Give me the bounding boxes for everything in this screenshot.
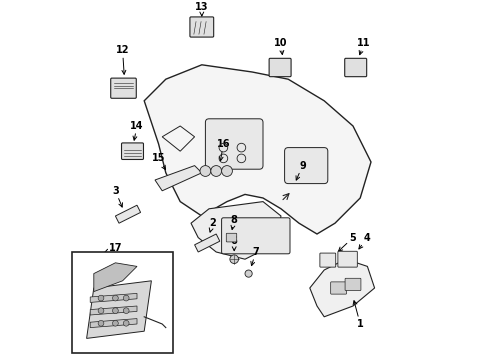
Circle shape — [123, 295, 129, 301]
Text: 12: 12 — [116, 45, 129, 74]
Text: 16: 16 — [217, 139, 230, 161]
Polygon shape — [90, 293, 137, 302]
Circle shape — [98, 320, 104, 326]
FancyBboxPatch shape — [221, 218, 290, 254]
Text: 6: 6 — [231, 236, 238, 251]
Text: 15: 15 — [152, 153, 166, 170]
Polygon shape — [155, 166, 202, 191]
Circle shape — [123, 320, 129, 326]
Text: 1: 1 — [353, 301, 364, 329]
PathPatch shape — [144, 65, 371, 234]
Text: 9: 9 — [296, 161, 306, 180]
Circle shape — [113, 295, 118, 301]
Circle shape — [98, 295, 104, 301]
Text: 17: 17 — [105, 243, 122, 253]
FancyBboxPatch shape — [320, 253, 336, 267]
FancyBboxPatch shape — [338, 251, 357, 267]
FancyBboxPatch shape — [285, 148, 328, 184]
Text: 13: 13 — [195, 2, 209, 16]
Circle shape — [221, 166, 232, 176]
Text: 7: 7 — [251, 247, 259, 266]
FancyBboxPatch shape — [190, 17, 214, 37]
Bar — [72, 252, 173, 353]
Circle shape — [211, 166, 221, 176]
Text: 3: 3 — [112, 186, 122, 207]
Polygon shape — [90, 306, 137, 315]
Circle shape — [113, 308, 118, 314]
Text: 11: 11 — [357, 38, 370, 55]
Circle shape — [123, 308, 129, 314]
FancyBboxPatch shape — [122, 143, 144, 159]
Polygon shape — [94, 263, 137, 292]
Polygon shape — [310, 259, 374, 317]
Circle shape — [98, 308, 104, 314]
FancyBboxPatch shape — [269, 58, 291, 77]
Polygon shape — [116, 205, 141, 223]
Circle shape — [200, 166, 211, 176]
FancyBboxPatch shape — [226, 233, 237, 242]
Polygon shape — [191, 202, 281, 259]
Text: 4: 4 — [359, 233, 371, 249]
Text: 8: 8 — [231, 215, 238, 229]
Text: 10: 10 — [274, 38, 288, 54]
Polygon shape — [87, 281, 151, 338]
FancyBboxPatch shape — [345, 58, 367, 77]
FancyBboxPatch shape — [345, 278, 361, 291]
Circle shape — [230, 255, 239, 264]
Text: 14: 14 — [130, 121, 144, 140]
Circle shape — [245, 270, 252, 277]
Polygon shape — [195, 234, 220, 252]
FancyBboxPatch shape — [331, 282, 346, 294]
Polygon shape — [90, 319, 137, 328]
Text: 5: 5 — [339, 233, 356, 251]
Text: 2: 2 — [209, 218, 216, 232]
FancyBboxPatch shape — [111, 78, 136, 98]
FancyBboxPatch shape — [205, 119, 263, 169]
Circle shape — [113, 320, 118, 326]
